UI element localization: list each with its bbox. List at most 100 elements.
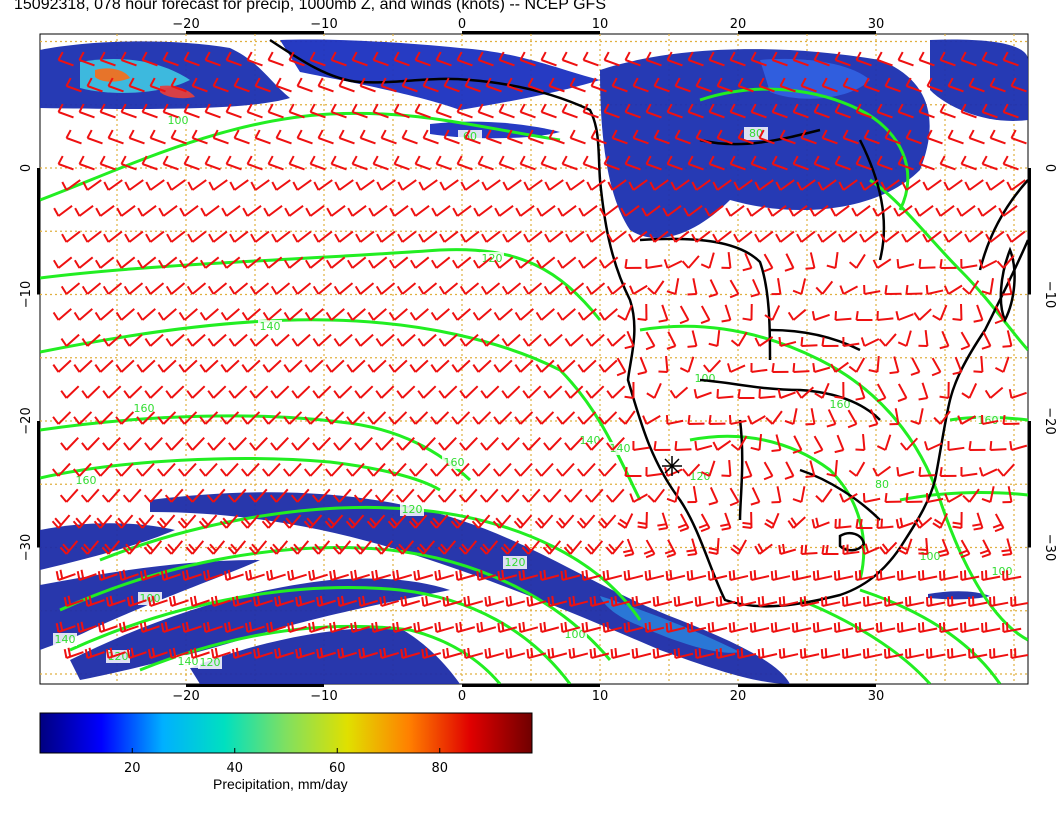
wind-barb	[514, 359, 534, 373]
wind-barb	[599, 205, 619, 217]
wind-barb	[896, 466, 915, 477]
wind-barb	[337, 647, 357, 659]
wind-barb	[777, 388, 796, 399]
wind-barb	[292, 179, 312, 191]
contour-label: 100	[168, 114, 189, 127]
lat-tick-left: 0	[19, 164, 34, 172]
wind-barb	[565, 230, 585, 243]
wind-barb	[53, 256, 73, 269]
wind-barb	[114, 514, 134, 529]
lat-tick-right: −10	[1042, 281, 1056, 308]
wind-barb	[947, 596, 967, 607]
wind-barb	[926, 77, 943, 93]
wind-barb	[771, 486, 782, 504]
wind-barb	[160, 569, 181, 581]
wind-barb	[944, 493, 963, 503]
wind-barb	[771, 103, 788, 119]
wind-barb	[817, 230, 837, 243]
wind-barb	[527, 77, 544, 93]
wind-barb	[834, 310, 852, 321]
wind-barb	[730, 435, 748, 451]
wind-barb	[561, 103, 578, 119]
wind-barb	[498, 155, 515, 171]
wind-barb	[295, 647, 315, 659]
wind-barb	[623, 569, 644, 581]
wind-barb	[459, 437, 478, 451]
wind-barb	[220, 359, 240, 373]
wind-barb	[687, 486, 698, 504]
wind-barb	[708, 329, 721, 347]
wind-barb	[629, 284, 648, 295]
wind-barb	[350, 569, 370, 581]
wind-barb	[721, 459, 732, 477]
wind-barb	[178, 462, 197, 477]
wind-barb	[522, 282, 543, 295]
wind-barb	[413, 569, 434, 581]
wind-barb	[540, 51, 557, 67]
wind-barb	[939, 155, 956, 171]
wind-barb	[123, 282, 144, 295]
wind-barb	[938, 538, 950, 558]
wind-barb	[123, 437, 142, 451]
border-6	[858, 139, 886, 261]
wind-barb	[623, 538, 635, 557]
wind-barb	[644, 569, 665, 581]
wind-barb	[535, 411, 555, 425]
wind-barb	[582, 155, 599, 171]
wind-barb	[563, 540, 583, 555]
wind-barb	[884, 284, 902, 295]
wind-barb	[715, 648, 736, 659]
wind-barb	[842, 336, 860, 347]
wind-barb	[350, 621, 370, 633]
wind-barb	[312, 385, 332, 399]
wind-barb	[250, 230, 270, 243]
wind-barb	[101, 488, 121, 503]
wind-barb	[657, 512, 669, 531]
wind-barb	[665, 621, 686, 633]
wind-barb	[472, 411, 492, 425]
lat-tick-right: 0	[1042, 164, 1056, 172]
wind-barb	[261, 514, 281, 529]
wind-barb	[737, 388, 755, 399]
wind-barb	[291, 385, 311, 399]
lon-tick-top: −10	[310, 17, 337, 32]
wind-barb	[82, 179, 102, 191]
wind-barb	[57, 155, 74, 171]
coast-east-africa	[978, 179, 1028, 271]
wind-barb	[968, 129, 985, 145]
wind-barb	[115, 411, 135, 425]
wind-barb	[998, 205, 1018, 217]
wind-barb	[246, 155, 263, 171]
wind-barb	[368, 256, 388, 269]
contour-label: 160	[134, 402, 155, 415]
wind-barb	[989, 648, 1009, 659]
wind-barb	[387, 514, 407, 529]
wind-barb	[144, 437, 163, 451]
wind-barb	[165, 282, 186, 295]
frame-bar-top	[738, 31, 876, 34]
wind-barb	[535, 462, 554, 477]
wind-barb	[223, 621, 244, 633]
wind-barb	[742, 303, 753, 321]
wind-barb	[775, 179, 795, 191]
wind-barb	[76, 569, 97, 581]
wind-barb	[792, 103, 809, 119]
wind-barb	[95, 205, 115, 217]
wind-barb	[74, 205, 94, 217]
wind-barb	[981, 51, 998, 67]
wind-barb	[597, 514, 617, 529]
wind-barb	[754, 336, 774, 347]
wind-barb	[833, 622, 854, 633]
wind-barb	[144, 333, 164, 347]
wind-barb	[799, 648, 820, 659]
wind-barb	[263, 205, 283, 217]
wind-barb	[326, 205, 346, 217]
contour-label: 140	[610, 442, 631, 455]
wind-barb	[422, 129, 439, 145]
wind-barb	[603, 155, 620, 171]
wind-barb	[547, 647, 568, 659]
wind-barb	[784, 408, 798, 425]
wind-barb	[847, 409, 858, 429]
wind-barb	[733, 230, 753, 243]
wind-barb	[758, 388, 776, 399]
